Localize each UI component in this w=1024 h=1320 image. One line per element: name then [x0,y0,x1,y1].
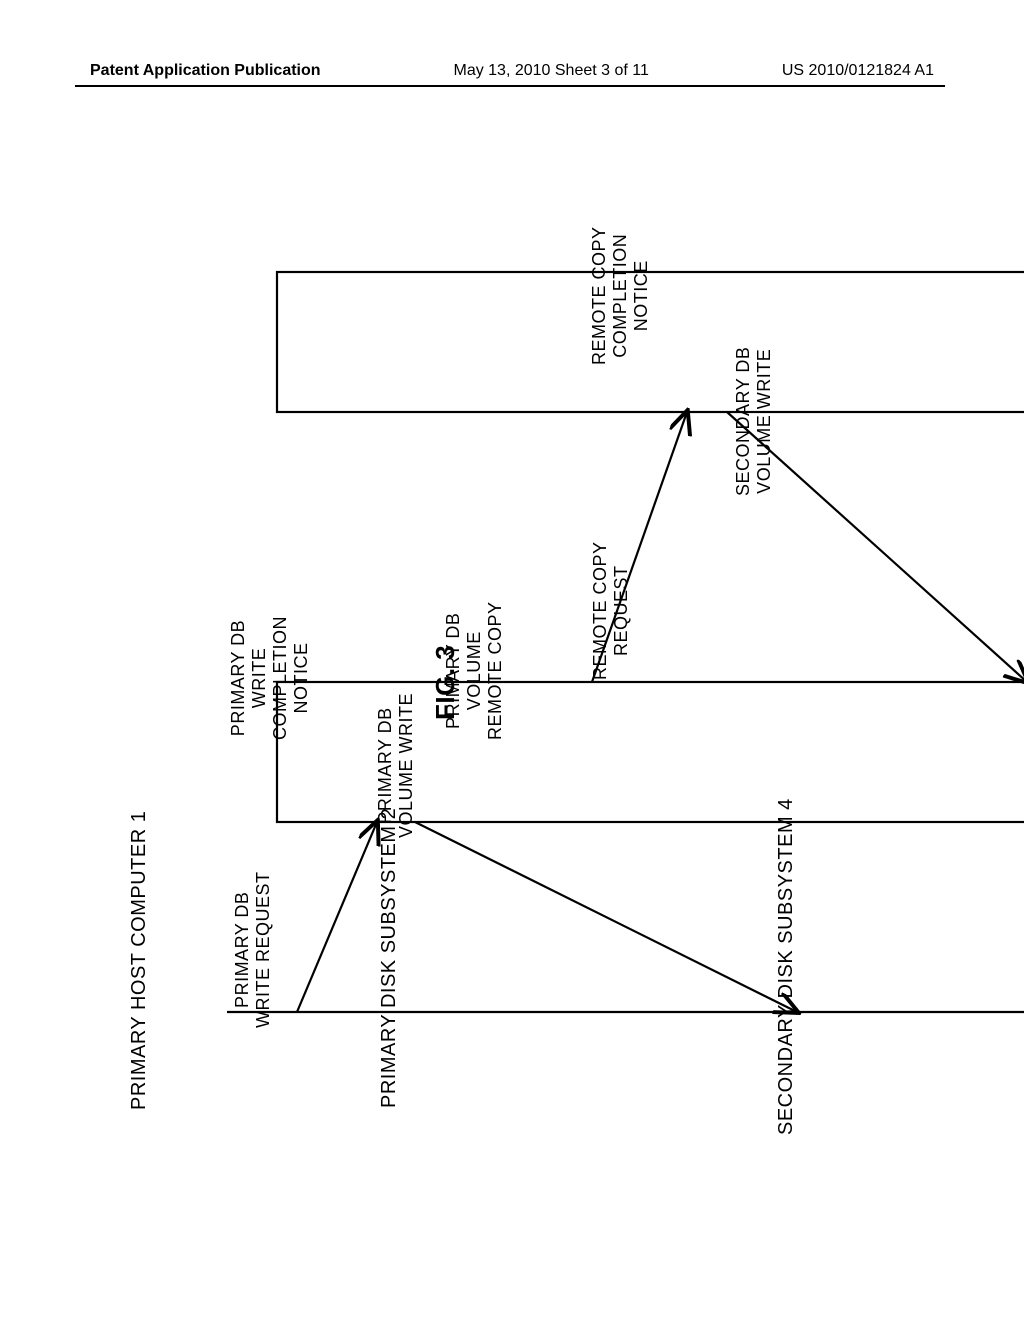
msg-secondary-volume-write: SECONDARY DB VOLUME WRITE [733,347,775,496]
lane-secondary: SECONDARY DISK SUBSYSTEM 4 [775,798,798,1135]
sequence-svg [0,0,1024,1320]
page: Patent Application Publication May 13, 2… [0,0,1024,1320]
figure-3: FIG. 3 PRIMARY HOST COMPUTER 1 PRIMARY D… [0,0,1024,1320]
msg-primary-volume-write: PRIMARY DB VOLUME WRITE [375,693,417,838]
lane-host: PRIMARY HOST COMPUTER 1 [128,811,151,1110]
msg-write-request: PRIMARY DB WRITE REQUEST [232,871,274,1028]
msg-remote-copy-request: REMOTE COPY REQUEST [590,541,632,680]
msg-remote-copy-completion: REMOTE COPY COMPLETION NOTICE [589,226,652,365]
lane-primary: PRIMARY DISK SUBSYSTEM 2 [378,808,401,1108]
msg-write-completion-notice: PRIMARY DB WRITE COMPLETION NOTICE [228,616,312,740]
msg-primary-remote-copy: PRIMARY DB VOLUME REMOTE COPY [443,601,506,740]
